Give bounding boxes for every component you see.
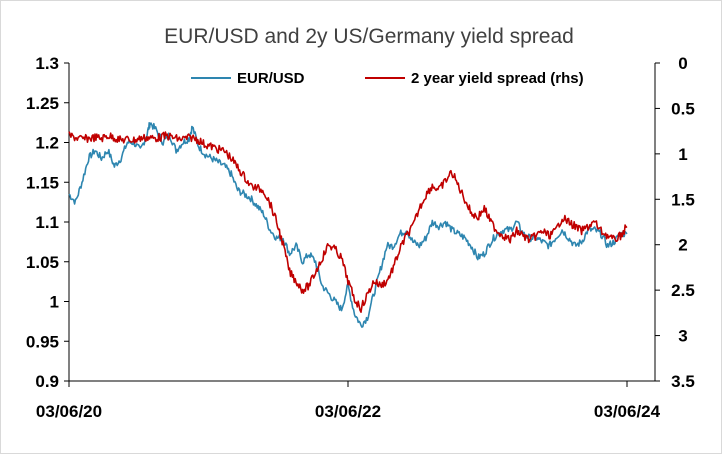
right-tick-label: 1 bbox=[678, 145, 687, 164]
series-layer bbox=[68, 122, 628, 328]
left-tick-label: 1.05 bbox=[26, 253, 59, 272]
right-tick-label: 0.5 bbox=[671, 99, 695, 118]
x-tick-label: 03/06/24 bbox=[594, 402, 661, 421]
series-line-yield-spread bbox=[68, 131, 628, 314]
chart-title: EUR/USD and 2y US/Germany yield spread bbox=[164, 25, 574, 48]
left-tick-label: 1.3 bbox=[35, 54, 59, 73]
x-tick-label: 03/06/20 bbox=[36, 402, 102, 421]
right-tick-label: 1.5 bbox=[671, 190, 695, 209]
legend-label-yield-spread: 2 year yield spread (rhs) bbox=[411, 70, 584, 87]
legend-label-eurusd: EUR/USD bbox=[237, 70, 305, 87]
x-tick-label: 03/06/22 bbox=[315, 402, 381, 421]
left-tick-label: 1.2 bbox=[35, 134, 59, 153]
right-tick-label: 3 bbox=[678, 327, 687, 346]
left-tick-label: 1.25 bbox=[26, 94, 59, 113]
left-tick-label: 0.95 bbox=[26, 332, 59, 351]
right-tick-label: 2.5 bbox=[671, 281, 695, 300]
left-tick-label: 1.1 bbox=[35, 213, 59, 232]
right-tick-label: 2 bbox=[678, 236, 687, 255]
left-tick-label: 1 bbox=[50, 293, 59, 312]
legend: EUR/USD 2 year yield spread (rhs) bbox=[191, 70, 584, 87]
series-line-eurusd bbox=[68, 122, 628, 328]
left-tick-label: 1.15 bbox=[26, 173, 59, 192]
right-tick-label: 0 bbox=[678, 54, 687, 73]
left-tick-label: 0.9 bbox=[35, 372, 59, 391]
right-tick-label: 3.5 bbox=[671, 372, 695, 391]
axes: 0.9 0.95 1 1.05 1.1 1.15 1.2 1.25 1.3 0 0.5 1 1.5 2 2.… bbox=[26, 54, 695, 421]
